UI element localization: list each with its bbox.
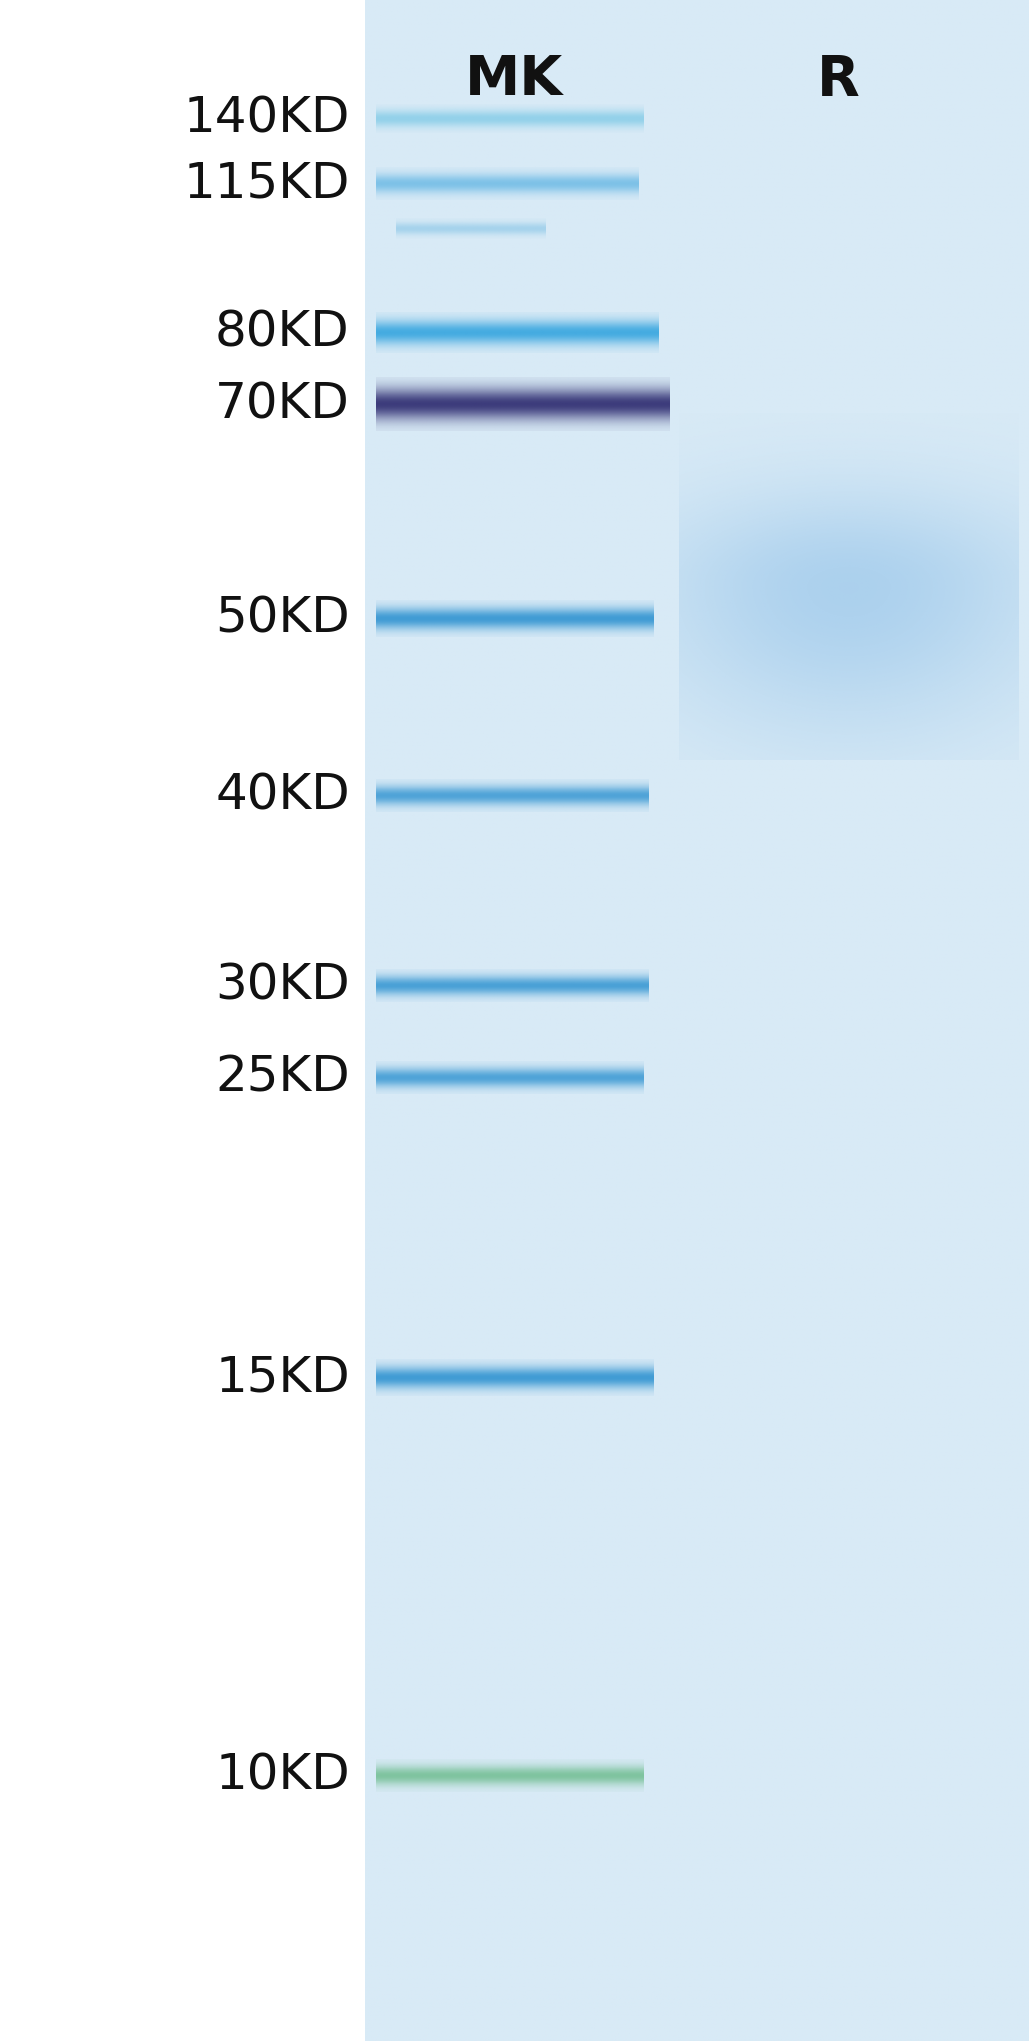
Text: 70KD: 70KD	[215, 380, 350, 429]
Text: MK: MK	[465, 53, 564, 106]
Text: 140KD: 140KD	[183, 94, 350, 143]
Text: 115KD: 115KD	[183, 159, 350, 208]
Text: 50KD: 50KD	[215, 594, 350, 643]
Text: R: R	[817, 53, 860, 106]
Text: 40KD: 40KD	[215, 771, 350, 820]
Text: 10KD: 10KD	[215, 1751, 350, 1800]
Text: 30KD: 30KD	[215, 961, 350, 1010]
Text: 80KD: 80KD	[215, 308, 350, 357]
Text: 15KD: 15KD	[215, 1353, 350, 1402]
Text: 25KD: 25KD	[215, 1053, 350, 1102]
